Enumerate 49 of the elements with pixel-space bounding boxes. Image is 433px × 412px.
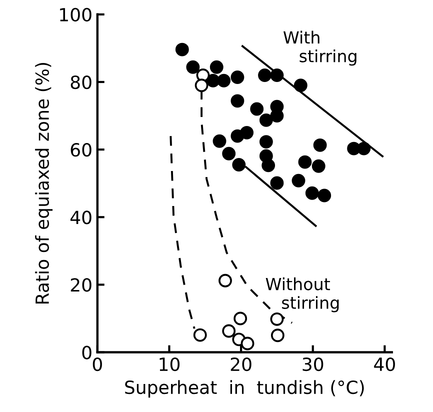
- point: [240, 336, 254, 350]
- y-tick-label: 0: [82, 346, 92, 360]
- point: [270, 312, 284, 326]
- point: [234, 312, 248, 326]
- point: [230, 94, 244, 108]
- point: [217, 74, 231, 88]
- x-tick-label: 30: [302, 357, 324, 372]
- point: [194, 78, 208, 92]
- y-tick-label: 20: [70, 278, 92, 292]
- point: [270, 176, 284, 190]
- y-tick-label: 40: [70, 210, 92, 224]
- point: [230, 70, 244, 84]
- point: [292, 174, 306, 188]
- point: [232, 158, 246, 172]
- point: [258, 68, 272, 82]
- x-tick-label: 20: [230, 357, 252, 372]
- point: [175, 42, 189, 56]
- point: [222, 324, 236, 338]
- x-tick-label: 10: [160, 357, 180, 372]
- point: [262, 158, 276, 172]
- y-tick-label: 100: [60, 8, 92, 22]
- point: [270, 68, 284, 82]
- point: [312, 159, 326, 173]
- y-axis-title: Ratio of equiaxed zone (%): [35, 62, 53, 304]
- point: [193, 328, 207, 342]
- point: [218, 274, 232, 288]
- x-axis-title: Superheat in tundish (°C): [125, 380, 364, 398]
- point: [313, 138, 327, 152]
- point: [270, 328, 284, 342]
- y-tick-label: 60: [70, 143, 92, 157]
- point: [250, 102, 264, 116]
- annotation: Without stirring: [266, 277, 339, 312]
- point: [222, 146, 236, 160]
- point: [259, 113, 273, 127]
- point: [305, 186, 319, 200]
- point: [212, 134, 226, 148]
- point: [186, 60, 200, 74]
- point: [294, 78, 308, 92]
- x-tick-label: 0: [92, 357, 102, 372]
- point: [259, 135, 273, 148]
- point: [298, 155, 312, 169]
- point: [357, 142, 371, 156]
- point: [210, 60, 224, 74]
- point: [270, 109, 284, 122]
- annotation: With stirring: [283, 30, 356, 66]
- point: [240, 126, 254, 140]
- x-tick-label: 40: [374, 357, 395, 372]
- y-tick-label: 80: [70, 75, 92, 90]
- point: [318, 188, 332, 202]
